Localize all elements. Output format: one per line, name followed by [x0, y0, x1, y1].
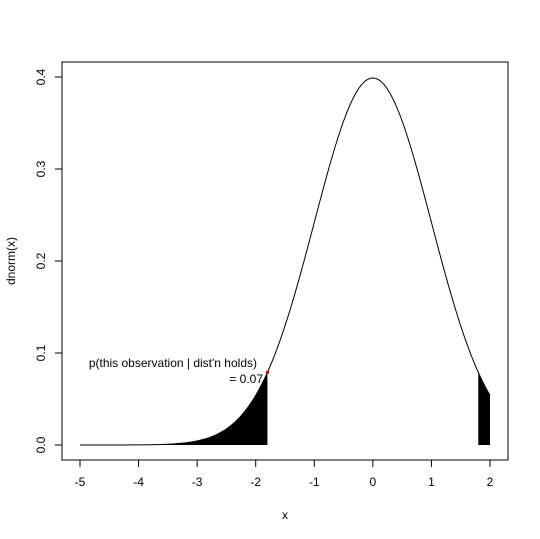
annotation-line-2: = 0.07 [229, 372, 263, 386]
plot-box [61, 61, 509, 461]
y-tick-label: 0.1 [34, 344, 48, 361]
x-tick-label: 1 [428, 475, 435, 489]
y-tick-label: 0.2 [34, 252, 48, 269]
x-tick-label: 2 [487, 475, 494, 489]
y-tick-label: 0.3 [34, 160, 48, 177]
x-tick-label: 0 [370, 475, 377, 489]
x-tick-label: -5 [75, 475, 86, 489]
y-axis: 0.0 0.1 0.2 0.3 0.4 [34, 68, 63, 453]
y-tick-label: 0.0 [34, 436, 48, 453]
density-curve [80, 77, 491, 446]
observation-point [265, 370, 270, 374]
x-tick-label: -4 [133, 475, 144, 489]
shaded-region-1 [80, 372, 268, 445]
y-tick-label: 0.4 [34, 68, 48, 85]
x-axis-label: x [282, 508, 288, 522]
y-axis-label: dnorm(x) [4, 237, 18, 285]
x-tick-label: -1 [309, 475, 320, 489]
annotation-line-1: p(this observation | dist'n holds) [89, 356, 257, 370]
shaded-tail-regions [80, 372, 490, 445]
x-tick-label: -2 [250, 475, 261, 489]
x-axis: -5 -4 -3 -2 -1 0 1 2 [75, 459, 494, 489]
x-tick-label: -3 [192, 475, 203, 489]
shaded-region-2 [478, 372, 490, 445]
